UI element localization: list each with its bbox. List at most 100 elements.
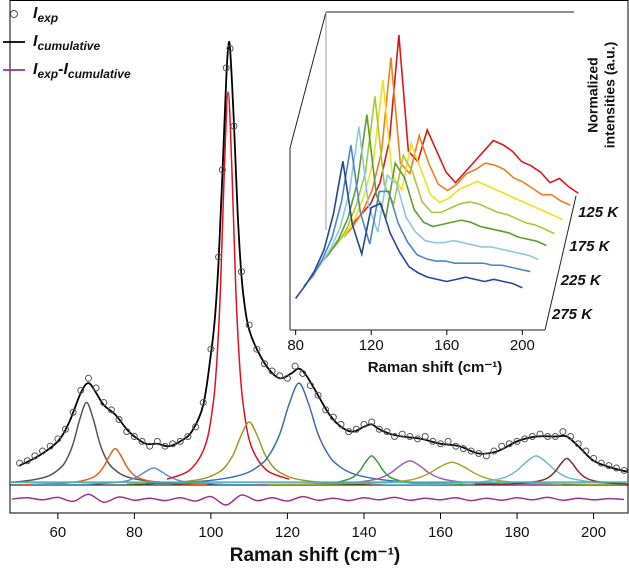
data-point [337,420,345,428]
data-point [253,345,261,353]
inset-x-tick-label: 200 [510,337,535,354]
component-line [256,459,563,485]
data-point [100,399,108,407]
data-point [222,64,230,72]
x-tick-label: 180 [505,524,530,541]
data-point [322,406,330,414]
data-point [169,440,177,448]
data-point [398,430,406,438]
inset-spectrum [335,80,563,246]
component-line [126,421,372,485]
data-point [414,435,422,443]
x-tick-label: 100 [198,524,223,541]
data-point [360,420,368,428]
component-line [23,447,208,485]
data-point [238,268,246,276]
data-point [46,442,54,450]
data-point [620,466,628,474]
data-point [299,369,307,377]
data-point [276,372,284,380]
data-point [505,440,513,448]
data-point [192,423,200,431]
data-point [184,433,192,440]
legend-label-part: cumulative [68,67,131,81]
data-point [153,437,161,445]
temperature-label: 225 K [560,272,602,289]
data-point [329,413,337,421]
component-line [145,382,453,485]
data-point [291,362,299,370]
data-point [467,447,475,455]
data-point [551,433,559,440]
data-point [459,445,467,453]
inset-spectrum [311,126,539,277]
data-point [226,45,234,52]
data-point [176,437,184,445]
data-point [69,408,77,416]
data-point [436,440,444,448]
x-tick-label: 140 [351,524,376,541]
component-line [383,455,629,485]
legend-label-part: I [33,5,38,22]
data-point [218,166,226,174]
data-point [61,425,69,433]
inset-spectrum [303,144,531,287]
data-point [521,435,529,443]
data-point [345,428,353,436]
legend-label-part: exp [37,11,58,25]
legend-label: Icumulative [33,33,100,53]
data-point [283,374,291,382]
inset-spectrum [295,161,523,299]
inset-frame [289,11,577,331]
inset-spectrum [319,114,547,265]
data-point [115,416,123,424]
data-point [368,418,376,426]
x-axis-label: Raman shift (cm⁻¹) [230,545,401,566]
legend-label: Iexp [33,5,58,25]
x-tick-label: 60 [49,524,66,541]
inset-frame-right [544,195,577,331]
x-tick-label: 160 [428,524,453,541]
inset-frame-diagonal [289,11,327,149]
data-point [498,442,506,450]
temperature-label: 125 K [578,204,619,221]
data-point [84,374,92,382]
inset-x-tick-label: 160 [434,337,459,354]
data-point [482,452,490,460]
legend-label: Iexp-Icumulative [33,61,131,81]
data-point [574,440,582,448]
data-point [559,428,567,436]
data-point [39,447,47,455]
data-point [199,399,207,407]
data-point [245,321,253,329]
inset-x-tick-label: 80 [287,337,304,354]
inset-x-label: Raman shift (cm⁻¹) [368,359,503,376]
x-tick-label: 200 [581,524,606,541]
data-point [314,391,322,399]
data-point [107,406,115,414]
data-point [31,452,39,460]
inset-spectrum [327,96,555,256]
data-point [230,122,238,130]
x-tick-label: 80 [126,524,143,541]
data-point [207,345,215,353]
data-point [605,462,613,470]
data-point [306,382,314,390]
residual-frame [9,484,629,514]
data-point [452,442,460,450]
data-point [391,433,399,440]
data-point [260,360,268,368]
inset-y-label-line: Normalized [585,57,601,132]
inset-spectrum [351,34,579,226]
inset-y-label-line: intensities (a.u.) [602,42,618,149]
component-line [166,91,290,480]
data-point [138,437,146,445]
legend-label-part: I [33,61,38,78]
data-point [16,459,24,467]
residual-line [11,493,625,506]
data-point [613,464,621,472]
data-point [23,457,31,465]
legend-symbol [10,10,18,18]
data-point [597,459,605,467]
